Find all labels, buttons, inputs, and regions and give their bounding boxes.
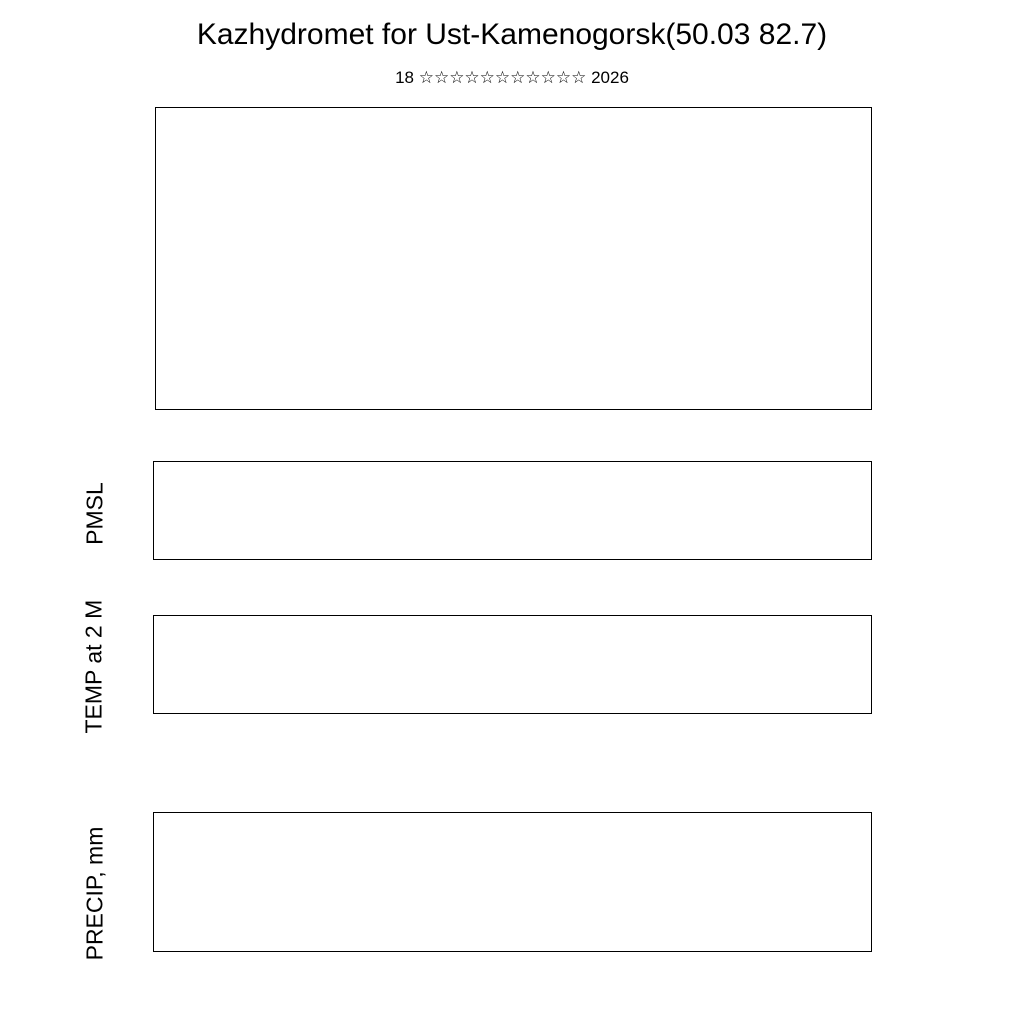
cross-section-frame	[155, 107, 872, 410]
precip-frame	[153, 812, 872, 952]
temp-frame	[153, 615, 872, 714]
page-title: Kazhydromet for Ust-Kamenogorsk(50.03 82…	[196, 18, 828, 51]
pmsl-frame	[153, 461, 872, 560]
temp-axis-title: TEMP at 2 M	[80, 599, 107, 734]
pmsl-panel	[153, 461, 872, 560]
page-subtitle: 18 ☆☆☆☆☆☆☆☆☆☆☆ 2026	[395, 68, 629, 87]
colorbar-panel	[947, 110, 969, 400]
temperature-colorbar	[947, 110, 969, 400]
upper-air-cross-section-panel	[155, 107, 872, 410]
precip-panel	[153, 812, 872, 952]
pmsl-axis-title: PMSL	[81, 482, 108, 545]
temp-panel	[153, 615, 872, 714]
precip-axis-title: PRECIP, mm	[81, 826, 108, 961]
